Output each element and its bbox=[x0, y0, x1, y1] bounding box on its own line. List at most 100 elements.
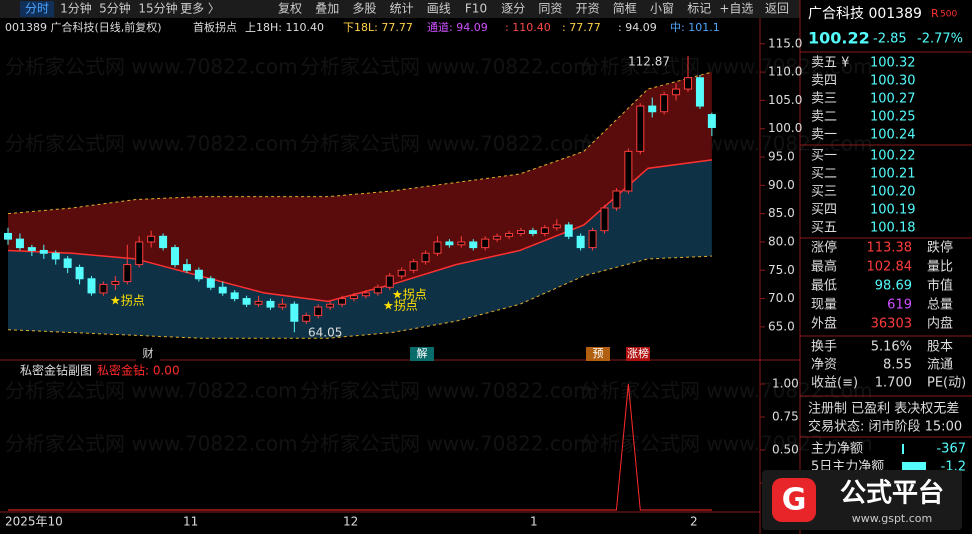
candle-body bbox=[290, 303, 299, 322]
candle-body bbox=[588, 230, 597, 249]
candle-body bbox=[481, 238, 490, 249]
bid-price: 100.21 bbox=[870, 167, 916, 182]
candle-body bbox=[707, 114, 716, 128]
toolbar-button[interactable]: 逐分 bbox=[501, 2, 525, 16]
marker: 预 bbox=[593, 347, 604, 360]
candle-body bbox=[409, 261, 418, 271]
change: -2.85 bbox=[873, 32, 907, 47]
candle-body bbox=[15, 238, 24, 249]
bid-price: 100.18 bbox=[870, 221, 916, 236]
candle-body bbox=[576, 235, 585, 249]
candle-body bbox=[63, 258, 72, 268]
toolbar-button[interactable]: 标记 bbox=[687, 2, 711, 16]
ask-price: 100.30 bbox=[870, 74, 916, 89]
candle-body bbox=[660, 94, 669, 113]
candle-body bbox=[4, 232, 12, 240]
y-tick-label: 80.0 bbox=[768, 234, 795, 248]
candle-body bbox=[552, 224, 561, 229]
candle-body bbox=[457, 241, 466, 246]
y-tick-label: 65.0 bbox=[768, 319, 795, 333]
tab[interactable]: 5分钟 bbox=[99, 1, 131, 16]
toolbar-button[interactable]: 小窗 bbox=[650, 2, 674, 16]
toolbar-button[interactable]: 复权 bbox=[278, 2, 302, 16]
stat-value: 619 bbox=[887, 298, 912, 313]
marker: 解 bbox=[417, 346, 428, 360]
stat-value: 98.69 bbox=[875, 279, 912, 294]
candle-body bbox=[349, 295, 358, 300]
candle-body bbox=[123, 264, 132, 283]
watermark: 分析家公式网 www.70822.com bbox=[300, 55, 593, 79]
stat-label: 跌停 bbox=[927, 240, 953, 256]
toolbar-button[interactable]: 叠加 bbox=[315, 2, 339, 16]
x-axis-label: 11 bbox=[183, 515, 198, 529]
candle-body bbox=[206, 278, 215, 288]
ask-price: 100.27 bbox=[870, 92, 916, 107]
stat-label: 最高 bbox=[811, 259, 837, 275]
bid-label: 买三 bbox=[811, 185, 837, 200]
toolbar-button[interactable]: 同资 bbox=[538, 2, 562, 16]
candle-body bbox=[361, 292, 370, 297]
candle-body bbox=[194, 269, 203, 280]
candle-body bbox=[254, 300, 263, 305]
candle-body bbox=[505, 232, 514, 237]
stat-label: 市值 bbox=[927, 278, 953, 294]
ask-price: 100.32 bbox=[870, 56, 916, 71]
stat-label: 内盘 bbox=[927, 316, 953, 332]
watermark: 分析家公式网 www.70822.com bbox=[5, 432, 298, 456]
stat-value: 5.16% bbox=[871, 340, 912, 355]
bid-price: 100.20 bbox=[870, 185, 916, 200]
tab[interactable]: 更多 〉 bbox=[180, 2, 220, 16]
info-text: : 110.40 bbox=[505, 21, 551, 34]
logo-icon bbox=[772, 478, 816, 522]
stock-tags: 注册制 已盈利 表决权无差 bbox=[808, 401, 959, 417]
info-text: 中: 101.1 bbox=[670, 21, 720, 34]
bid-price: 100.19 bbox=[870, 203, 916, 218]
candle-body bbox=[600, 207, 609, 232]
candle-body bbox=[385, 275, 394, 288]
info-text: 下18L: 77.77 bbox=[343, 21, 413, 34]
candle-body bbox=[266, 300, 275, 308]
candle-body bbox=[302, 315, 311, 322]
y-tick-label: 110.0 bbox=[768, 65, 802, 79]
candle-body bbox=[445, 241, 454, 246]
y-tick-label: 0.50 bbox=[772, 443, 799, 457]
y-tick-label: 100.0 bbox=[768, 121, 802, 135]
candle-body bbox=[648, 105, 657, 113]
flow-value: -367 bbox=[936, 442, 966, 457]
bid-label: 买四 bbox=[811, 203, 837, 218]
toolbar-button[interactable]: 画线 bbox=[427, 2, 451, 16]
tab[interactable]: 分时 bbox=[25, 2, 49, 16]
watermark: 分析家公式网 www.70822.com bbox=[580, 432, 873, 456]
stat-label: 收益(≡) bbox=[811, 376, 858, 391]
toolbar-button[interactable]: +自选 bbox=[719, 2, 753, 16]
tab[interactable]: 15分钟 bbox=[138, 1, 177, 16]
stat-value: 8.55 bbox=[883, 358, 912, 373]
turn-point: ★拐点 bbox=[392, 287, 427, 302]
watermark: 分析家公式网 www.70822.com bbox=[5, 379, 298, 403]
toolbar-button[interactable]: F10 bbox=[465, 2, 487, 16]
bid-label: 买一 bbox=[811, 149, 837, 164]
channel-upper-line bbox=[7, 71, 712, 215]
stat-value: 102.84 bbox=[867, 260, 913, 275]
stat-label: 流通 bbox=[927, 358, 953, 373]
tab[interactable]: 1分钟 bbox=[60, 1, 92, 16]
back-button[interactable]: 返回 bbox=[765, 2, 789, 16]
trade-status: 交易状态: 闭市阶段 15:00 bbox=[808, 419, 962, 435]
watermark: 分析家公式网 www.70822.com bbox=[300, 432, 593, 456]
toolbar-button[interactable]: 统计 bbox=[390, 2, 414, 16]
toolbar-button[interactable]: 简框 bbox=[613, 2, 637, 16]
y-tick-label: 115.0 bbox=[768, 36, 802, 50]
stat-label: 总量 bbox=[927, 298, 953, 313]
y-tick-label: 70.0 bbox=[768, 291, 795, 305]
flow-bar bbox=[902, 462, 926, 472]
turn-point: ★拐点 bbox=[110, 293, 145, 308]
turn-point: ★拐点 bbox=[383, 298, 418, 313]
channel-lower-area bbox=[8, 159, 712, 339]
stat-label: 涨停 bbox=[811, 240, 837, 256]
stock-name: 广合科技 001389 bbox=[808, 6, 922, 22]
toolbar-button[interactable]: 多股 bbox=[352, 2, 376, 16]
active-tab bbox=[20, 1, 54, 17]
toolbar-button[interactable]: 开资 bbox=[576, 2, 600, 16]
logo-glyph: G bbox=[782, 483, 807, 518]
